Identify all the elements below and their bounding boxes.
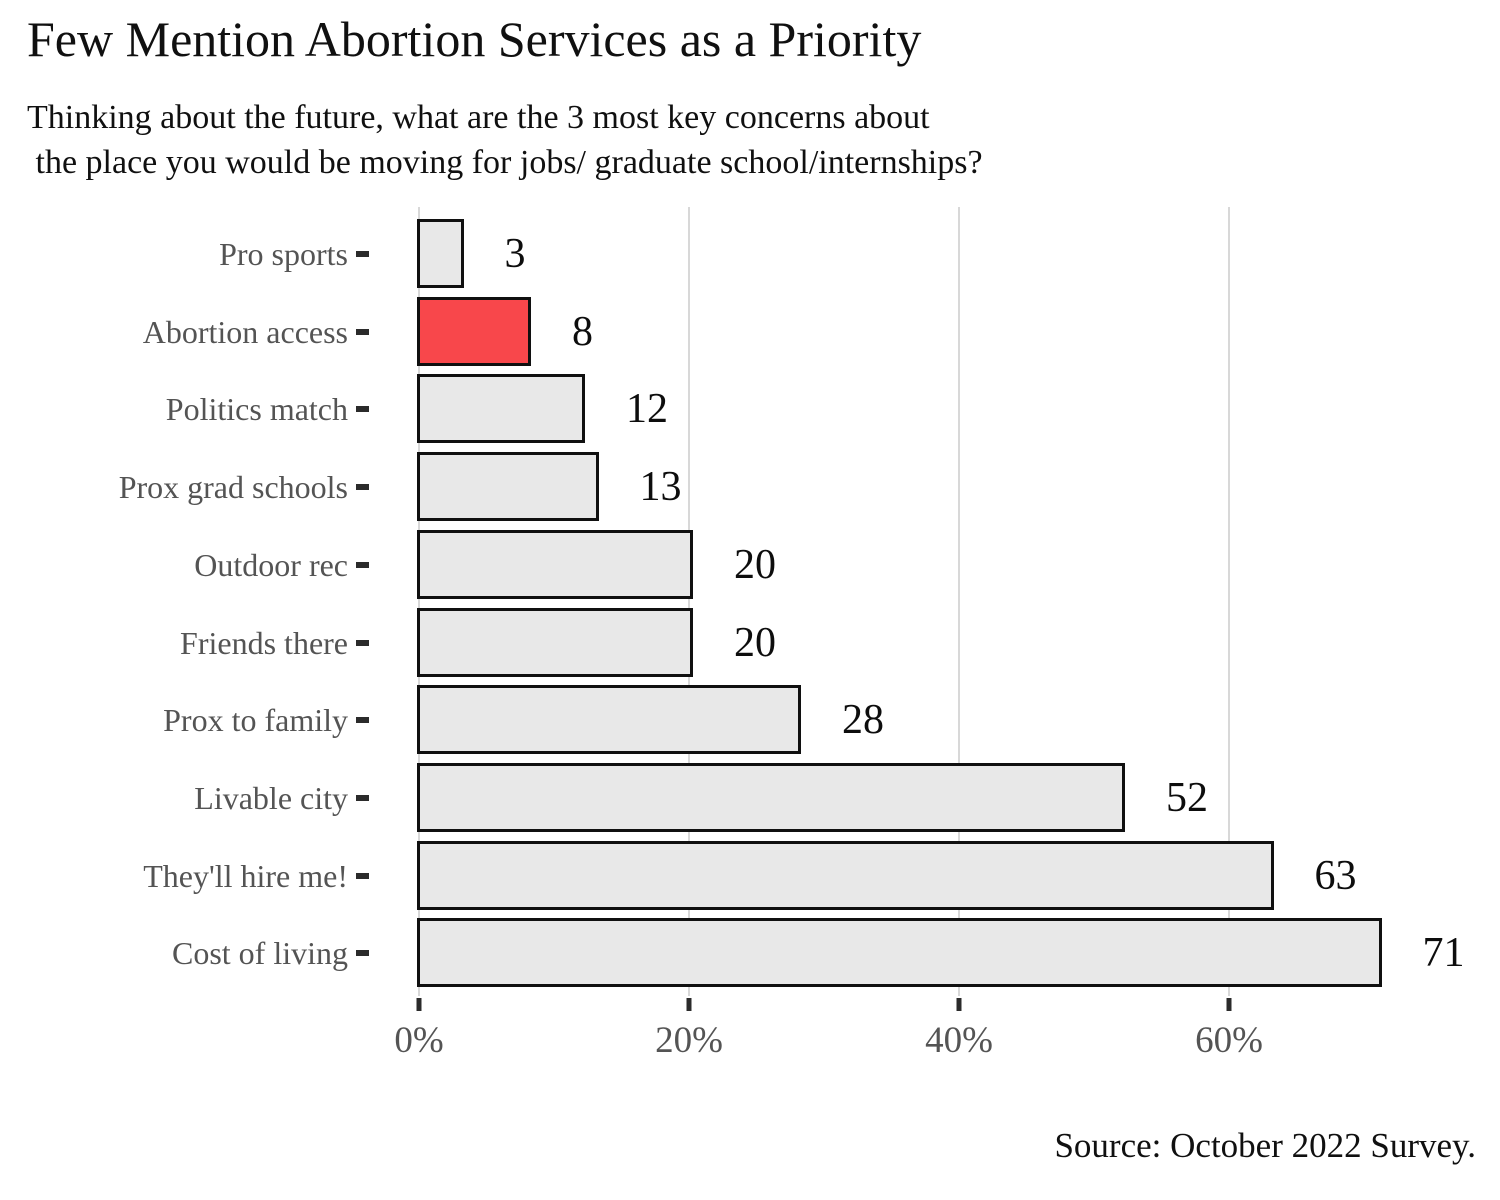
value-label: 20 xyxy=(734,619,776,666)
y-axis-tick xyxy=(356,872,369,879)
source-caption: Source: October 2022 Survey. xyxy=(1054,1126,1476,1165)
y-axis-tick xyxy=(356,717,369,724)
x-axis-label: 60% xyxy=(1195,1020,1263,1061)
category-label: Abortion access xyxy=(142,313,348,350)
category-label: Prox grad schools xyxy=(118,469,348,506)
value-label: 28 xyxy=(842,697,884,744)
category-label: They'll hire me! xyxy=(143,857,348,894)
value-label: 12 xyxy=(626,386,668,433)
category-label: Friends there xyxy=(180,624,348,661)
bar-segment xyxy=(417,840,1274,910)
value-label: 71 xyxy=(1422,930,1465,977)
gridline-60% xyxy=(1228,207,1230,996)
bar-segment xyxy=(417,374,585,444)
category-label: Outdoor rec xyxy=(194,546,348,583)
x-axis-tick xyxy=(416,998,422,1011)
category-label: Cost of living xyxy=(171,935,348,972)
chart-subtitle: Thinking about the future, what are the … xyxy=(27,96,983,186)
gridline-40% xyxy=(958,207,960,996)
value-label: 3 xyxy=(504,231,526,277)
y-axis-tick xyxy=(356,794,369,801)
bar-segment xyxy=(417,529,693,599)
x-axis-tick xyxy=(956,998,962,1011)
bar-segment xyxy=(417,685,801,755)
gridline-0% xyxy=(418,207,420,996)
category-label: Pro sports xyxy=(219,236,348,272)
value-label: 63 xyxy=(1314,852,1357,899)
value-label: 8 xyxy=(572,308,593,355)
x-axis-label: 20% xyxy=(655,1020,723,1061)
category-label: Livable city xyxy=(194,779,348,816)
y-axis-tick xyxy=(356,251,369,257)
bar-segment xyxy=(417,762,1125,832)
y-axis-tick xyxy=(356,639,369,646)
y-axis-tick xyxy=(356,484,369,491)
y-axis-tick xyxy=(356,561,369,568)
y-axis-tick xyxy=(356,406,369,413)
x-axis-label: 40% xyxy=(925,1020,993,1061)
category-label: Politics match xyxy=(165,391,348,428)
value-label: 20 xyxy=(734,541,776,588)
y-axis-tick xyxy=(356,950,369,957)
value-label: 52 xyxy=(1166,774,1208,821)
chart-subtitle-line1: Thinking about the future, what are the … xyxy=(27,99,930,136)
bar-segment xyxy=(417,607,693,677)
chart-title: Few Mention Abortion Services as a Prior… xyxy=(27,11,922,67)
bar-segment xyxy=(417,452,599,522)
bar-segment xyxy=(417,219,464,288)
x-axis-tick xyxy=(1226,998,1232,1011)
x-axis-tick xyxy=(686,998,692,1011)
gridline-20% xyxy=(688,207,690,996)
bar-segment xyxy=(417,918,1382,988)
value-label: 13 xyxy=(639,464,682,511)
bar-highlighted xyxy=(417,296,531,366)
y-axis-tick xyxy=(356,328,369,335)
x-axis-label: 0% xyxy=(394,1020,444,1061)
category-label: Prox to family xyxy=(163,702,348,739)
chart-subtitle-line2: the place you would be moving for jobs/ … xyxy=(27,143,983,181)
